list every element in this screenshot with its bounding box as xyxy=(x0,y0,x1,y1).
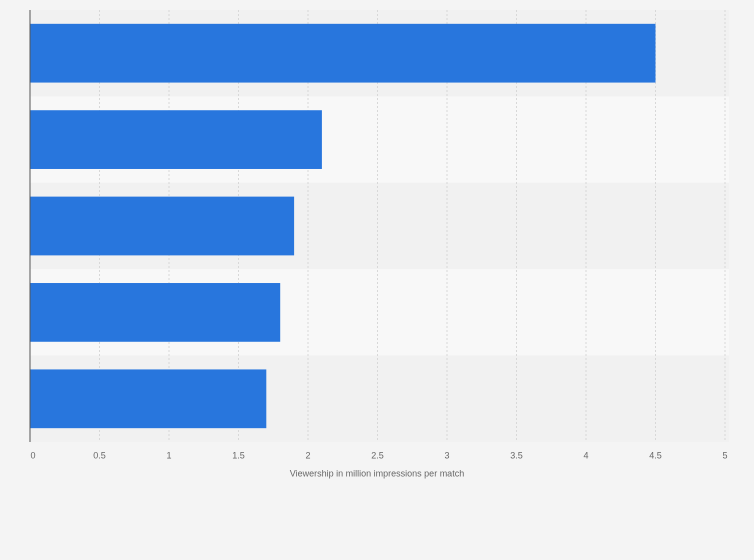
x-tick-label: 3 xyxy=(444,450,449,460)
bar xyxy=(30,196,295,256)
x-tick-label: 0.5 xyxy=(93,450,106,460)
x-tick-label: 4.5 xyxy=(649,450,662,460)
x-tick-label: 0 xyxy=(30,450,35,460)
x-tick-label: 2.5 xyxy=(371,450,384,460)
x-tick-label: 3.5 xyxy=(510,450,523,460)
bar xyxy=(30,283,281,342)
x-tick-label: 5 xyxy=(722,450,727,460)
bar xyxy=(30,110,322,169)
bar xyxy=(30,23,656,83)
bar xyxy=(30,369,267,429)
x-axis-title: Viewership in million impressions per ma… xyxy=(290,468,464,478)
x-tick-label: 1.5 xyxy=(232,450,245,460)
x-tick-label: 2 xyxy=(305,450,310,460)
x-tick-label: 1 xyxy=(166,450,171,460)
x-tick-label: 4 xyxy=(583,450,588,460)
